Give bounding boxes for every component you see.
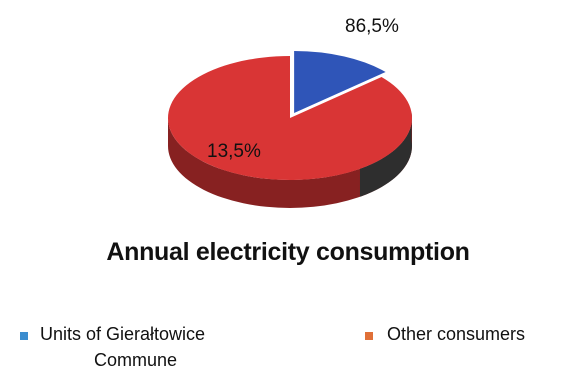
pie-slice-1 [167,56,412,180]
data-label-86-5: 86,5% [345,16,399,37]
pie-rim-shadow [359,112,412,197]
pie-slice-0 [294,50,386,113]
legend-swatch-units [20,332,28,340]
pie-side-1 [168,118,412,208]
legend-label-units-line2: Commune [94,350,178,370]
chart-title: Annual electricity consumption [106,238,470,266]
legend-label-other: Other consumers [387,324,526,344]
data-label-13-5: 13,5% [207,141,261,162]
legend-swatch-other [365,332,373,340]
legend-label-units-line1: Units of Gierałtowice [40,324,206,344]
